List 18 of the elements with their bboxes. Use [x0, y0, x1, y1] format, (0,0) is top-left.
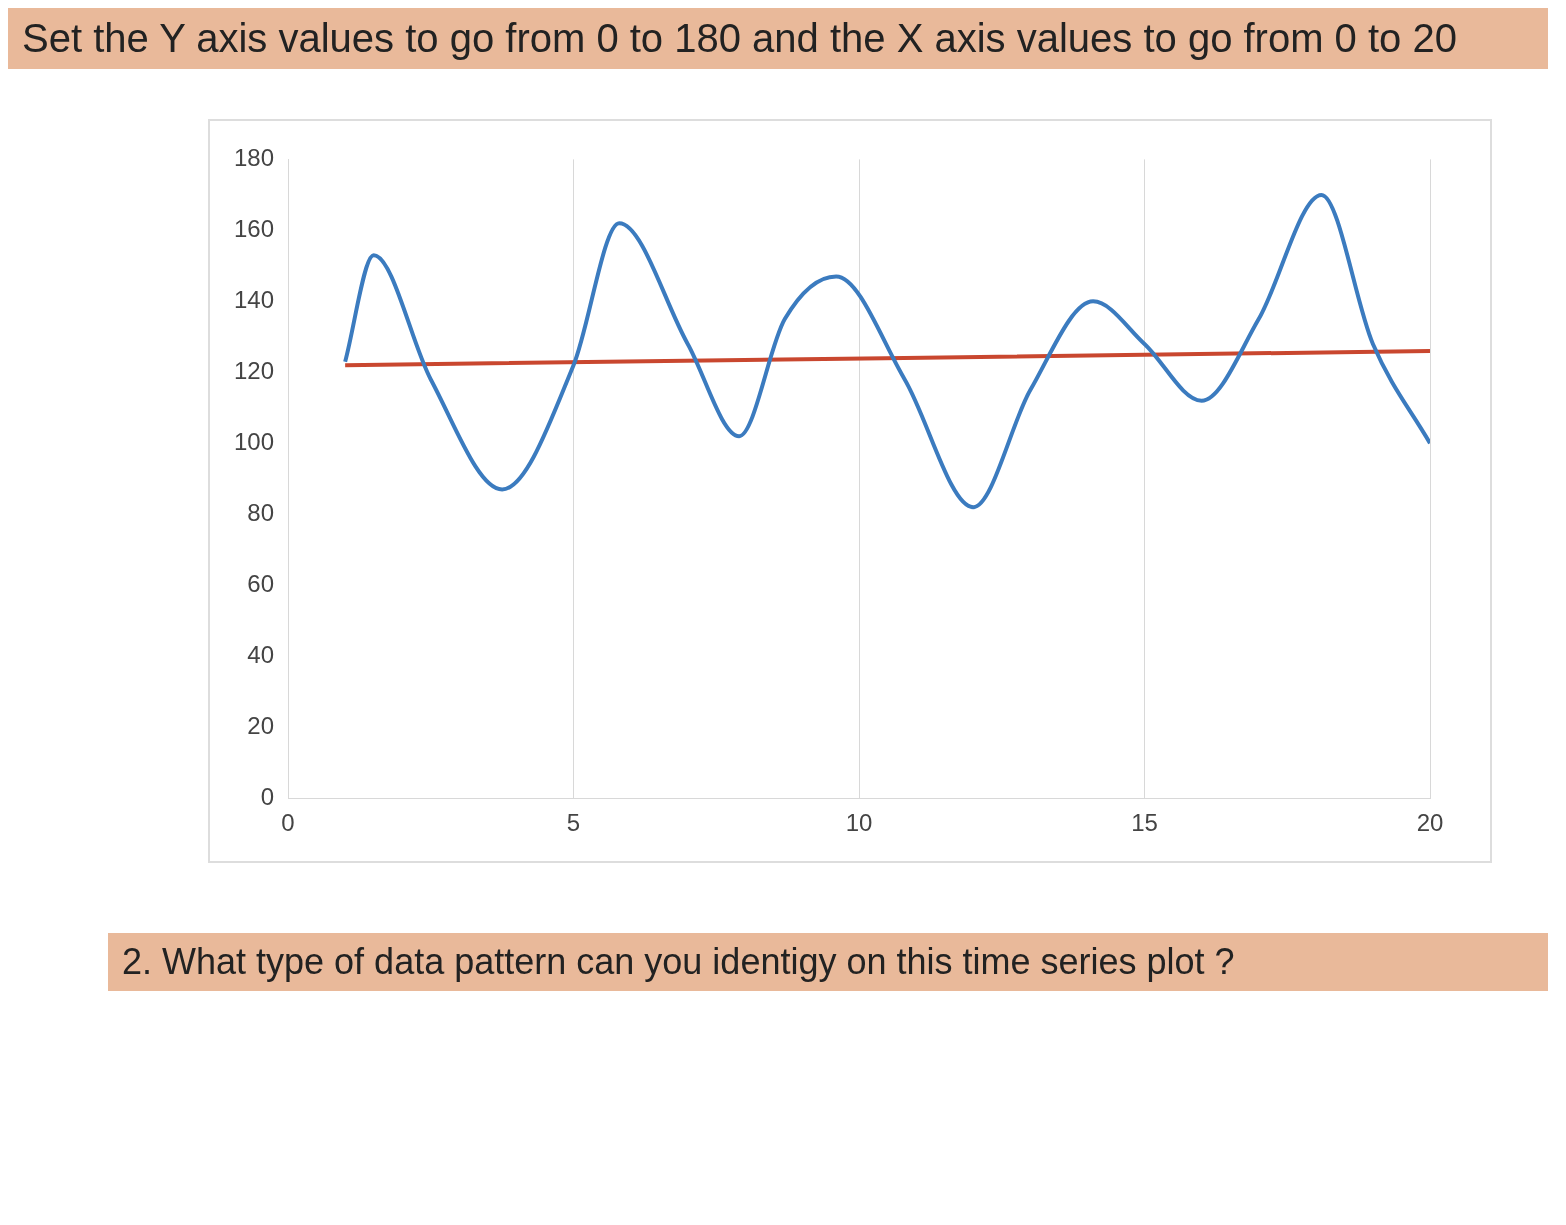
- y-tick-label: 40: [247, 640, 275, 668]
- line-series: [343, 192, 1430, 510]
- y-tick-label: 100: [234, 427, 275, 455]
- y-tick-label: 180: [234, 144, 275, 172]
- y-tick-label: 0: [260, 782, 275, 810]
- y-tick-label: 60: [247, 569, 275, 597]
- chart-title: Set the Y axis values to go from 0 to 180 and the X axis values to go from 0 to 20: [8, 8, 1548, 69]
- x-tick-label: 20: [1416, 809, 1444, 837]
- y-tick-label: 120: [234, 356, 275, 384]
- y-tick-label: 20: [247, 711, 275, 739]
- text: 2. What type of data pattern can you identigy on this time series plot ?: [108, 933, 1548, 991]
- y-tick-label: 140: [234, 285, 275, 313]
- y-tick-label: 160: [234, 215, 275, 242]
- x-tick-label: 5: [566, 809, 581, 837]
- x-tick-label: 15: [1131, 809, 1158, 837]
- x-tick-label: 0: [281, 809, 295, 837]
- x-tick-label: 10: [845, 809, 873, 837]
- y-tick-label: 80: [247, 498, 275, 526]
